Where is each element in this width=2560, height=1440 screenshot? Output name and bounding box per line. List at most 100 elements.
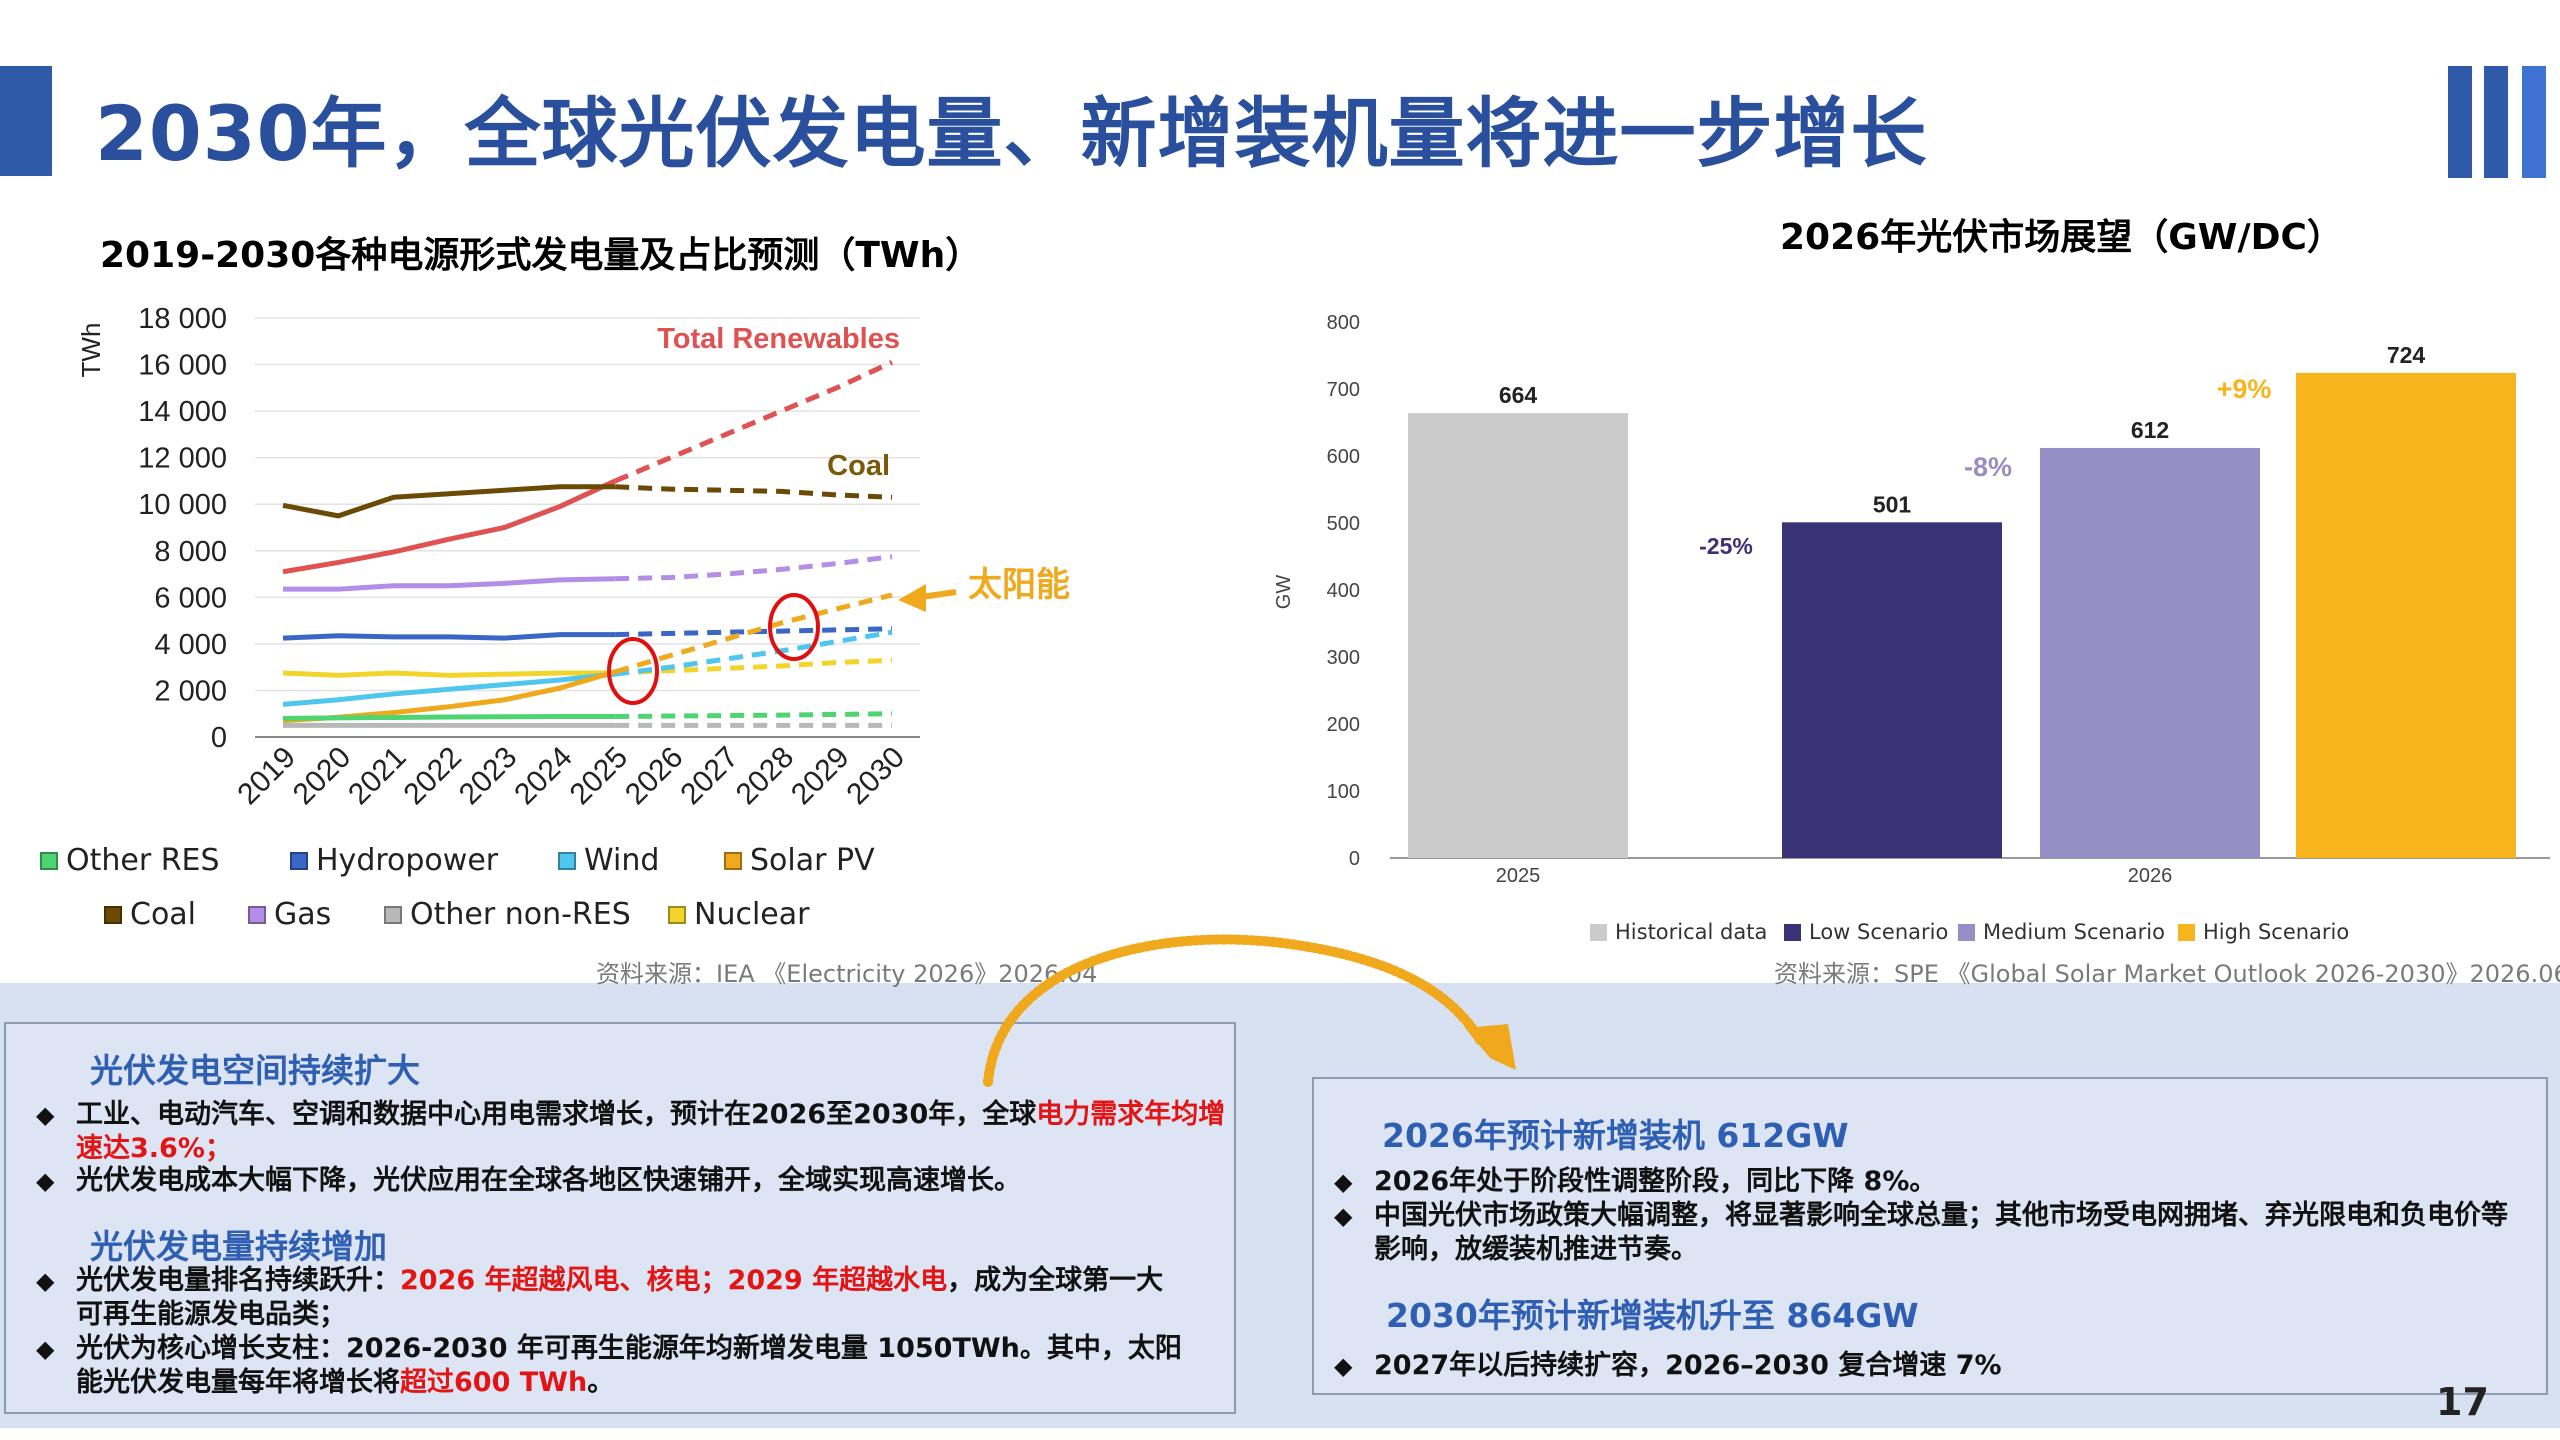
diamond-bullet-icon: ◆ — [36, 1101, 55, 1129]
legend-swatch — [1590, 923, 1607, 941]
x-tick-label: 2020 — [287, 741, 358, 812]
line-chart: 0 2 000 4 000 6 000 8 000 10 000 12 000 14 000 1… — [76, 303, 1070, 812]
y-tick-label: 600 — [1327, 446, 1360, 468]
x-tick-label: 2025 — [564, 741, 635, 812]
series-coal-forecast — [615, 484, 893, 500]
deco-bar-1 — [2448, 66, 2472, 178]
bar-high-scenario — [2296, 372, 2516, 858]
legend-swatch — [1784, 923, 1801, 941]
y-tick-label: 500 — [1327, 513, 1360, 535]
legend-coal: Coal — [104, 897, 196, 932]
line-chart-legend: Other RES Hydropower Wind Solar PV Coal … — [40, 843, 1080, 953]
right-section1-title: 2026年预计新增装机 612GW — [1382, 1116, 1849, 1155]
legend-high: High Scenario — [2178, 920, 2349, 944]
y-tick-label: 200 — [1327, 714, 1360, 736]
highlight-circle — [768, 593, 820, 661]
label-solar-annotation: 太阳能 — [968, 565, 1070, 605]
left-text-box: 光伏发电空间持续扩大 ◆ 工业、电动汽车、空调和数据中心用电需求增长，预计在20… — [4, 1022, 1236, 1414]
left-section1-title: 光伏发电空间持续扩大 — [90, 1051, 420, 1090]
highlight-circle — [607, 637, 659, 705]
series-other-res-forecast — [615, 711, 893, 720]
diamond-bullet-icon: ◆ — [36, 1267, 55, 1295]
x-group-label: 2025 — [1496, 865, 1541, 887]
left-section2-title: 光伏发电量持续增加 — [90, 1227, 387, 1266]
legend-solar-pv: Solar PV — [724, 843, 875, 878]
diamond-bullet-icon: ◆ — [1334, 1202, 1353, 1230]
series-coal-actual — [282, 484, 616, 519]
y-tick-label: 18 000 — [138, 303, 227, 335]
right-chart-subtitle: 2026年光伏市场展望（GW/DC） — [1780, 217, 2343, 258]
series-solar-pv-forecast — [614, 592, 893, 675]
y-tick-label: 14 000 — [138, 396, 227, 428]
y-tick-label: 700 — [1327, 379, 1360, 401]
right-source: 资料来源：SPE 《Global Solar Market Outlook 20… — [1774, 960, 2560, 988]
x-tick-label: 2024 — [508, 741, 579, 812]
legend-nuclear: Nuclear — [668, 897, 809, 932]
legend-other-res: Other RES — [40, 843, 220, 878]
bar-value-label: 724 — [2387, 342, 2426, 368]
y-tick-label: 400 — [1327, 580, 1360, 602]
left-bullet-4: ◆ 光伏为核心增长支柱：2026-2030 年可再生能源年均新增发电量 1050… — [36, 1333, 1182, 1398]
left-bullet-3: ◆ 光伏发电量排名持续跃升：2026 年超越风电、核电；2029 年超越水电，成… — [36, 1265, 1164, 1330]
left-bullet-2: ◆ 光伏发电成本大幅下降，光伏应用在全球各地区快速铺开，全域实现高速增长。 — [36, 1165, 1021, 1196]
legend-swatch — [1958, 923, 1975, 941]
legend-swatch — [668, 905, 686, 924]
y-tick-label: 16 000 — [138, 350, 227, 382]
right-bullet-3: ◆ 2027年以后持续扩容，2026–2030 复合增速 7% — [1334, 1350, 2002, 1381]
deco-bar-3 — [2522, 66, 2546, 178]
y-tick-label: 8 000 — [154, 536, 227, 568]
legend-gas: Gas — [248, 897, 331, 932]
right-text-box: 2026年预计新增装机 612GW ◆ 2026年处于阶段性调整阶段，同比下降 … — [1312, 1077, 2548, 1395]
x-tick-label: 2030 — [840, 741, 911, 812]
legend-swatch — [384, 905, 402, 924]
x-tick-label: 2028 — [730, 741, 801, 812]
bar-chart: 0 100 200 300 400 500 600 700 800 GW 664 501 612 724 2… — [1273, 312, 2550, 887]
series-other-res-actual — [282, 714, 616, 721]
x-tick-label: 2023 — [453, 741, 524, 812]
x-tick-label: 2029 — [785, 741, 856, 812]
legend-low: Low Scenario — [1784, 920, 1948, 944]
left-chart-subtitle: 2019-2030各种电源形式发电量及占比预测（TWh） — [100, 235, 982, 276]
series-wind-actual — [282, 671, 616, 707]
x-tick-label: 2027 — [674, 741, 745, 812]
legend-swatch — [2178, 923, 2195, 941]
y-tick-label: 6 000 — [154, 582, 227, 614]
diamond-bullet-icon: ◆ — [1334, 1352, 1353, 1380]
title-accent-bar — [0, 66, 52, 176]
series-total-renewables-actual — [282, 478, 617, 575]
y-axis-label: GW — [1273, 575, 1295, 610]
legend-other-non-res: Other non-RES — [384, 897, 631, 932]
diamond-bullet-icon: ◆ — [36, 1335, 55, 1363]
label-total-renewables: Total Renewables — [657, 323, 900, 355]
series-gas-forecast — [615, 554, 893, 582]
legend-swatch — [724, 851, 742, 870]
bar-value-label: 664 — [1499, 382, 1538, 408]
series-hydropower-actual — [282, 632, 616, 641]
series-nuclear-actual — [282, 670, 616, 678]
change-label-high: +9% — [2217, 374, 2272, 404]
y-tick-label: 800 — [1327, 312, 1360, 334]
y-tick-label: 12 000 — [138, 443, 227, 475]
y-tick-label: 10 000 — [138, 489, 227, 521]
x-tick-label: 2019 — [231, 741, 302, 812]
legend-swatch — [290, 851, 308, 870]
bar-historical-data — [1408, 413, 1628, 858]
y-tick-label: 0 — [1349, 848, 1360, 870]
x-tick-label: 2022 — [398, 741, 469, 812]
y-tick-label: 100 — [1327, 781, 1360, 803]
right-bullet-2: ◆ 中国光伏市场政策大幅调整，将显著影响全球总量；其他市场受电网拥堵、弃光限电和… — [1334, 1200, 2508, 1265]
change-label-medium: -8% — [1964, 452, 2012, 482]
x-tick-label: 2026 — [619, 741, 690, 812]
y-tick-label: 4 000 — [154, 629, 227, 661]
x-group-label: 2026 — [2128, 865, 2173, 887]
diamond-bullet-icon: ◆ — [36, 1167, 55, 1195]
legend-medium: Medium Scenario — [1958, 920, 2165, 944]
series-total-renewables-forecast — [614, 359, 894, 484]
curved-arrow-icon — [983, 934, 1516, 1087]
legend-swatch — [104, 905, 122, 924]
diamond-bullet-icon: ◆ — [1334, 1168, 1353, 1196]
legend-swatch — [40, 851, 58, 870]
change-label-low: -25% — [1699, 533, 1753, 559]
series-nuclear-forecast — [615, 657, 893, 676]
bar-low-scenario — [1782, 522, 2002, 858]
